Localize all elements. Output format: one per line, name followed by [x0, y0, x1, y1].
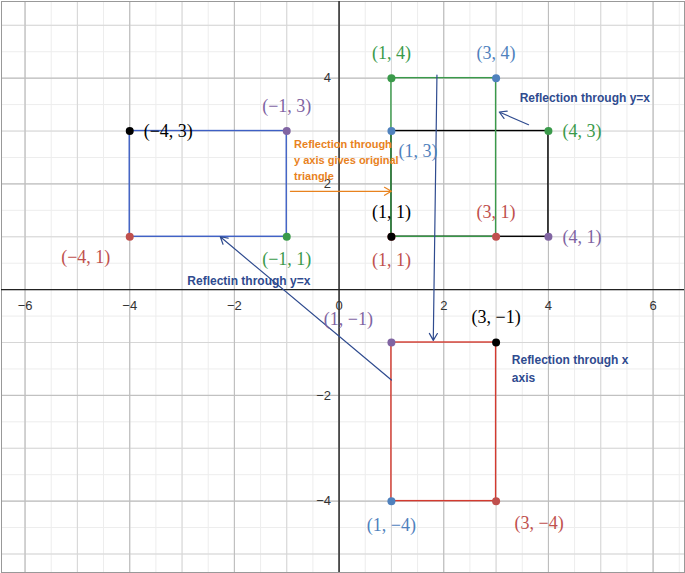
- svg-text:(−1, 3): (−1, 3): [262, 96, 311, 117]
- svg-text:−4: −4: [316, 493, 331, 508]
- svg-text:(1, 1): (1, 1): [372, 202, 411, 223]
- svg-text:(4, 1): (4, 1): [562, 227, 601, 248]
- svg-text:Reflectin through y=x: Reflectin through y=x: [187, 274, 310, 288]
- svg-text:(−4, 3): (−4, 3): [144, 121, 193, 142]
- svg-text:(1, −1): (1, −1): [324, 309, 373, 330]
- svg-text:Reflection through y=x: Reflection through y=x: [520, 91, 651, 105]
- svg-text:−2: −2: [227, 298, 242, 313]
- svg-text:(1, 1): (1, 1): [372, 250, 411, 271]
- svg-text:2: 2: [323, 176, 332, 192]
- svg-text:(1, 3): (1, 3): [398, 141, 437, 162]
- svg-text:(−1, 1): (−1, 1): [262, 249, 311, 270]
- svg-text:(4, 3): (4, 3): [562, 121, 601, 142]
- svg-text:(1, 4): (1, 4): [372, 43, 411, 64]
- svg-text:2: 2: [440, 298, 447, 313]
- svg-text:(3, 4): (3, 4): [477, 43, 516, 64]
- svg-text:Reflection through xaxis: Reflection through xaxis: [512, 353, 629, 384]
- svg-text:4: 4: [545, 298, 552, 313]
- svg-text:(3, 1): (3, 1): [477, 202, 516, 223]
- svg-text:−4: −4: [122, 298, 137, 313]
- svg-text:(3, −4): (3, −4): [515, 513, 564, 534]
- svg-text:Reflection throughy axis gives: Reflection throughy axis gives originalt…: [294, 138, 399, 182]
- svg-text:−2: −2: [316, 388, 331, 403]
- svg-text:(3, −1): (3, −1): [472, 307, 521, 328]
- svg-text:−6: −6: [18, 298, 33, 313]
- svg-text:0: 0: [335, 297, 343, 313]
- svg-text:6: 6: [649, 298, 656, 313]
- svg-text:(−4, 1): (−4, 1): [61, 247, 110, 268]
- svg-text:(1, −4): (1, −4): [367, 515, 416, 536]
- svg-text:4: 4: [324, 70, 331, 85]
